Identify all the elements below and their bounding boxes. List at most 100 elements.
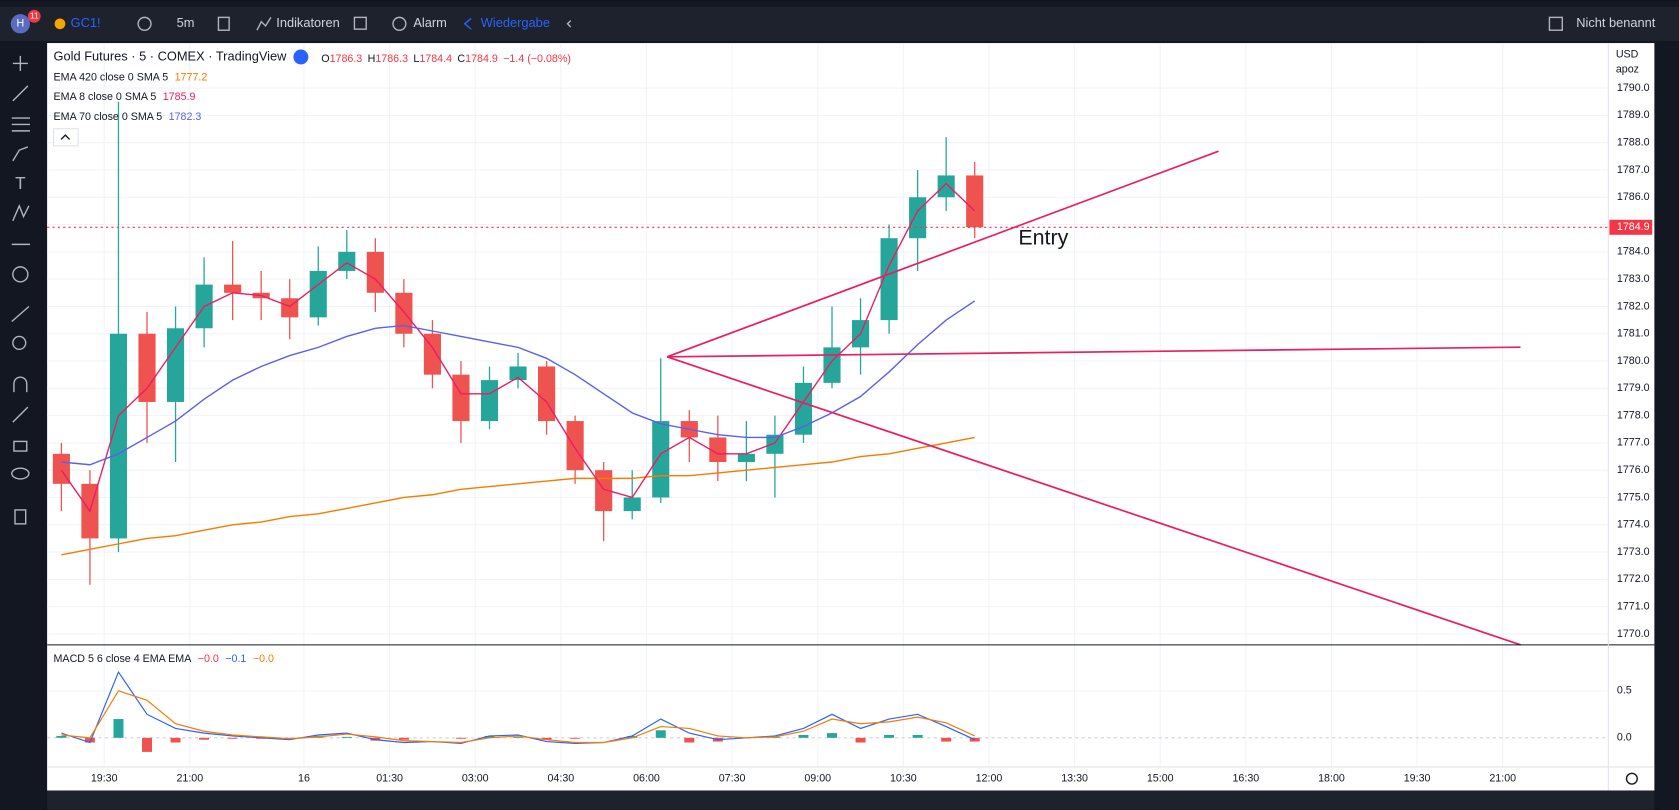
x-tick-label: 16:30 bbox=[1232, 773, 1259, 785]
macd-legend: MACD 5 6 close 4 EMA EMA −0.0 −0.1 −0.0 bbox=[54, 653, 274, 665]
currency[interactable]: USD bbox=[1616, 49, 1639, 61]
layout-name[interactable]: Nicht benannt bbox=[1576, 15, 1656, 30]
candle-body bbox=[937, 175, 955, 198]
macd-histogram-bar bbox=[627, 735, 638, 738]
symbol-icon bbox=[54, 18, 66, 30]
alarm[interactable]: Alarm bbox=[413, 15, 447, 30]
trend-line[interactable] bbox=[667, 346, 1521, 358]
magnet-tool[interactable] bbox=[13, 376, 28, 393]
chart-type-icon[interactable] bbox=[217, 16, 230, 31]
trend-line[interactable] bbox=[666, 356, 1521, 646]
brush-tool[interactable] bbox=[12, 146, 29, 162]
ohlc-value: 1786.3 bbox=[375, 53, 408, 65]
indicator-value: 1777.2 bbox=[175, 71, 208, 83]
trash-tool[interactable] bbox=[14, 509, 27, 525]
axes: 19:30 21:00 16 01:30 03:00 04:30 06:00 07:30 09:… bbox=[91, 82, 1653, 785]
trend-line[interactable] bbox=[666, 150, 1219, 358]
macd-histogram-bar bbox=[341, 736, 352, 738]
unit[interactable]: apoz bbox=[1616, 64, 1639, 76]
y-tick-label: 1781.0 bbox=[1617, 328, 1650, 340]
annotation: Entry bbox=[1018, 226, 1068, 250]
candle-body bbox=[480, 380, 499, 422]
y-tick-label: 1777.0 bbox=[1617, 437, 1650, 449]
candle-body bbox=[309, 270, 327, 318]
y-tick-label: 1772.0 bbox=[1617, 573, 1650, 585]
indicators[interactable]: Indikatoren bbox=[276, 15, 339, 30]
badge bbox=[27, 9, 41, 23]
indicator-legend: EMA 420 close 0 SMA 5 1777.2 EMA 8 close 0… bbox=[54, 71, 208, 123]
macd-value: −0.0 bbox=[198, 653, 219, 665]
ruler-tool[interactable] bbox=[11, 305, 30, 323]
avatar[interactable] bbox=[10, 14, 30, 34]
y-tick-label: 1782.0 bbox=[1617, 300, 1650, 312]
y-tick-label: 1787.0 bbox=[1617, 164, 1650, 176]
indicator-name: EMA 70 close 0 SMA 5 bbox=[54, 111, 163, 123]
collapse-button[interactable] bbox=[293, 49, 309, 65]
last-price-tag bbox=[1609, 219, 1653, 235]
candle-body bbox=[224, 284, 242, 293]
macd-legend-item: MACD 5 6 close 4 EMA EMA −0.0 −0.1 −0.0 bbox=[54, 653, 274, 665]
undo-icon[interactable] bbox=[566, 20, 572, 28]
macd-histogram-bar bbox=[455, 737, 466, 739]
candle-body bbox=[652, 421, 670, 498]
layout-icon[interactable] bbox=[353, 16, 367, 30]
y-tick-label: 1773.0 bbox=[1617, 546, 1650, 558]
interval[interactable]: 5m bbox=[177, 15, 195, 30]
candle-body bbox=[109, 333, 128, 539]
y-tick-label: 1771.0 bbox=[1617, 600, 1650, 612]
indicator-legend-item: EMA 420 close 0 SMA 5 1777.2 bbox=[54, 71, 208, 83]
y-tick-label: 1774.0 bbox=[1617, 519, 1650, 531]
settings-icon[interactable] bbox=[1625, 772, 1638, 785]
chart-title: Gold Futures · 5 · COMEX · TradingView bbox=[54, 48, 288, 63]
indicator-name: EMA 8 close 0 SMA 5 bbox=[54, 91, 157, 103]
macd-histogram-bar bbox=[941, 737, 952, 742]
macd-name: MACD 5 6 close 4 EMA EMA bbox=[54, 653, 193, 665]
lock-tool[interactable] bbox=[13, 440, 28, 452]
symbol[interactable]: GC1! bbox=[71, 15, 101, 30]
candle-body bbox=[709, 437, 727, 463]
alarm-icon bbox=[392, 16, 407, 31]
eye-tool[interactable] bbox=[11, 467, 30, 480]
macd-histogram-bar bbox=[84, 737, 95, 743]
x-tick-label: 01:30 bbox=[376, 773, 403, 785]
candle-body bbox=[766, 434, 784, 454]
indicator-icon bbox=[256, 17, 272, 31]
macd-histogram-bar bbox=[570, 737, 581, 739]
y-tick-label: 1786.0 bbox=[1617, 191, 1650, 203]
trendline-tool[interactable] bbox=[12, 85, 29, 102]
macd-histogram-bar bbox=[513, 736, 524, 738]
ohlc-key: L bbox=[413, 53, 419, 65]
x-tick-label: 19:30 bbox=[1404, 773, 1431, 785]
last-price-label: 1784.9 bbox=[1617, 221, 1650, 233]
x-tick-label: 10:30 bbox=[890, 773, 917, 785]
macd-histogram-bar bbox=[827, 733, 837, 738]
candle-body bbox=[138, 333, 156, 402]
text-tool[interactable]: T bbox=[15, 173, 26, 193]
macd-histogram-bar bbox=[798, 735, 809, 738]
drawings: Entry bbox=[666, 150, 1521, 646]
y-tick-label: 1770.0 bbox=[1617, 628, 1650, 640]
plot bbox=[47, 101, 1609, 752]
replay[interactable]: Wiedergabe bbox=[481, 15, 550, 30]
add-icon[interactable] bbox=[137, 16, 152, 31]
indicator-value: 1785.9 bbox=[163, 91, 196, 103]
ohlc-key: C bbox=[457, 53, 465, 65]
indicator-line bbox=[61, 300, 976, 466]
pattern-tool[interactable] bbox=[12, 204, 30, 222]
y-tick-label: 0.0 bbox=[1617, 732, 1632, 744]
y-tick-label: 1780.0 bbox=[1617, 355, 1650, 367]
indicator-name: EMA 420 close 0 SMA 5 bbox=[54, 71, 169, 83]
candle-body bbox=[909, 197, 927, 239]
candle-body bbox=[509, 366, 527, 381]
candle-body bbox=[538, 366, 556, 422]
zoom-tool[interactable] bbox=[12, 335, 27, 351]
indicator-legend-item: EMA 8 close 0 SMA 5 1785.9 bbox=[54, 91, 196, 103]
lock-draw-tool[interactable] bbox=[12, 406, 29, 423]
macd-histogram-bar bbox=[912, 735, 923, 738]
y-tick-label: 1784.0 bbox=[1617, 246, 1650, 258]
emoji-tool[interactable] bbox=[12, 266, 29, 283]
layout-checkbox[interactable] bbox=[1548, 16, 1563, 31]
legend-toggle[interactable] bbox=[53, 128, 79, 147]
tool-icons: T bbox=[11, 55, 30, 525]
